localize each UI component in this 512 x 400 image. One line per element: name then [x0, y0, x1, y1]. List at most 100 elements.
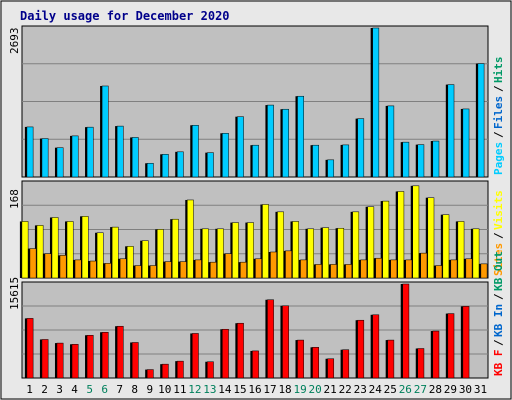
bar-sites	[465, 258, 473, 279]
x-tick-label: 5	[86, 383, 93, 396]
x-tick-label: 30	[459, 383, 472, 396]
bar-sites	[29, 248, 37, 279]
bar-kb-f	[372, 314, 380, 379]
legend-label: /	[492, 339, 505, 346]
panel-legend: KB F / KB In / KB Out	[492, 251, 505, 376]
bar-pages	[101, 85, 109, 178]
bar-pages	[342, 144, 350, 178]
bar-pages	[282, 108, 289, 178]
x-tick-label: 20	[309, 383, 322, 396]
bar-visits	[277, 211, 284, 279]
bar-sites	[240, 261, 247, 279]
bar-kb-f	[357, 319, 365, 379]
chart-panels: 2693Pages/Files/Hits168Sites/Visits15615…	[8, 25, 505, 379]
bar-visits	[21, 221, 29, 279]
bar-sites	[285, 250, 292, 279]
legend-label: Visits	[492, 190, 505, 230]
x-tick-label: 2	[41, 383, 48, 396]
bar-pages	[192, 125, 199, 178]
bar-kb-f	[41, 339, 49, 379]
bar-sites	[450, 259, 458, 279]
bar-kb-f	[192, 333, 199, 379]
bar-pages	[86, 126, 94, 178]
bar-pages	[237, 116, 244, 178]
x-tick-label: 4	[71, 383, 78, 396]
bar-visits	[457, 221, 465, 279]
bar-pages	[41, 138, 49, 178]
x-tick-label: 7	[116, 383, 123, 396]
x-tick-label: 25	[384, 383, 397, 396]
bar-pages	[26, 126, 34, 178]
legend-label: /	[492, 85, 505, 92]
bar-visits	[352, 211, 360, 279]
bar-kb-f	[342, 349, 350, 379]
x-tick-label: 12	[188, 383, 201, 396]
bar-sites	[360, 259, 368, 279]
bar-visits	[292, 221, 299, 279]
bar-pages	[417, 144, 425, 178]
bar-pages	[161, 154, 169, 178]
bar-kb-f	[432, 330, 440, 379]
bar-visits	[187, 199, 194, 279]
bar-pages	[327, 159, 335, 178]
bar-kb-f	[462, 306, 470, 379]
bar-visits	[171, 218, 179, 279]
bar-pages	[131, 137, 139, 178]
x-tick-label: 6	[101, 383, 108, 396]
bar-visits	[66, 221, 74, 279]
bar-visits	[156, 229, 164, 279]
bar-pages	[312, 144, 319, 178]
x-tick-label: 31	[474, 383, 487, 396]
bar-kb-f	[222, 328, 229, 379]
y-max-label: 168	[8, 189, 21, 209]
bar-sites	[210, 261, 217, 279]
x-tick-label: 27	[414, 383, 427, 396]
panel-legend: Sites / Visits	[492, 190, 505, 276]
bar-visits	[96, 232, 104, 279]
bar-pages	[56, 147, 64, 178]
legend-label: Files	[492, 96, 505, 129]
bar-kb-f	[327, 358, 335, 379]
bar-sites	[375, 257, 383, 279]
x-tick-label: 16	[248, 383, 261, 396]
bar-visits	[111, 226, 119, 279]
bar-visits	[367, 206, 375, 279]
x-tick-label: 10	[158, 383, 171, 396]
bar-kb-f	[297, 339, 304, 379]
bar-pages	[387, 105, 395, 178]
legend-label: Pages	[492, 142, 505, 175]
bar-sites	[315, 264, 322, 279]
bar-sites	[164, 261, 172, 279]
bar-kb-f	[56, 342, 64, 379]
x-tick-label: 24	[369, 383, 383, 396]
bar-visits	[51, 217, 59, 279]
bar-kb-f	[71, 344, 79, 379]
bar-kb-f	[116, 325, 124, 379]
bar-pages	[372, 27, 380, 178]
x-tick-label: 3	[56, 383, 63, 396]
x-tick-label: 1	[26, 383, 33, 396]
bar-pages	[176, 151, 184, 178]
y-max-label: 15615	[8, 277, 21, 310]
panel-kbytes: 15615 KB F / KB In / KB Out	[8, 251, 505, 379]
bar-pages	[357, 118, 365, 178]
bar-sites	[134, 265, 142, 279]
bar-sites	[390, 259, 398, 279]
bar-sites	[149, 265, 157, 279]
bar-kb-f	[207, 361, 214, 379]
bar-kb-f	[101, 331, 109, 379]
x-tick-label: 29	[444, 383, 457, 396]
x-tick-label: 14	[218, 383, 232, 396]
bar-kb-f	[387, 339, 395, 379]
bar-pages	[252, 144, 259, 178]
bar-pages	[267, 104, 274, 178]
bar-visits	[412, 185, 420, 279]
chart-title: Daily usage for December 2020	[20, 9, 230, 23]
bar-sites	[270, 251, 277, 279]
bar-sites	[59, 255, 67, 279]
bar-visits	[232, 222, 239, 279]
bar-pages	[402, 141, 410, 178]
